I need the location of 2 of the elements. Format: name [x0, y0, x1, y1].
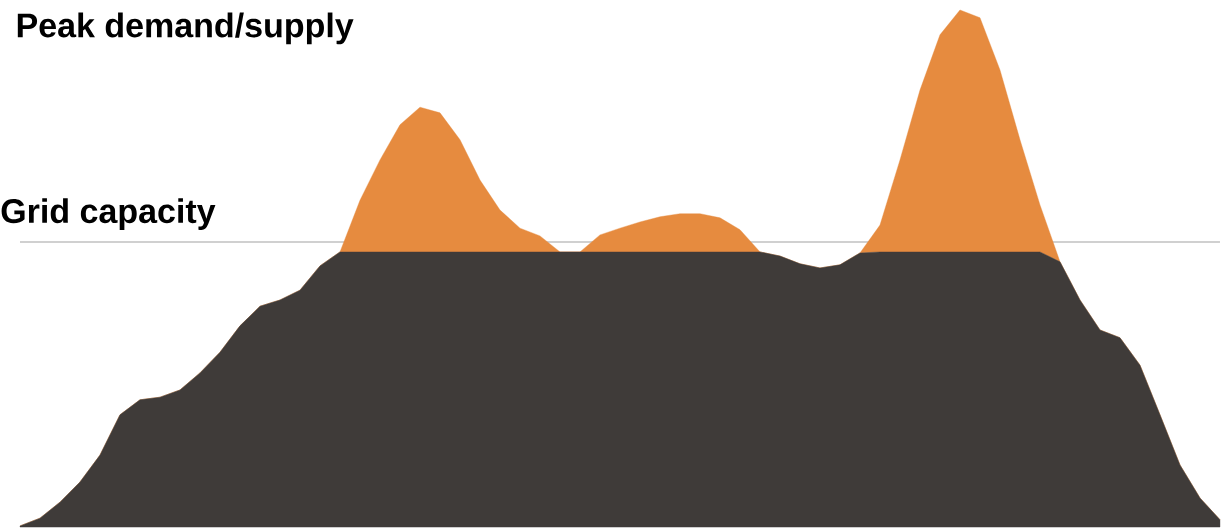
ref-line-label: Grid capacity — [1, 198, 216, 230]
chart-title: Peak demand/supply — [17, 12, 354, 45]
